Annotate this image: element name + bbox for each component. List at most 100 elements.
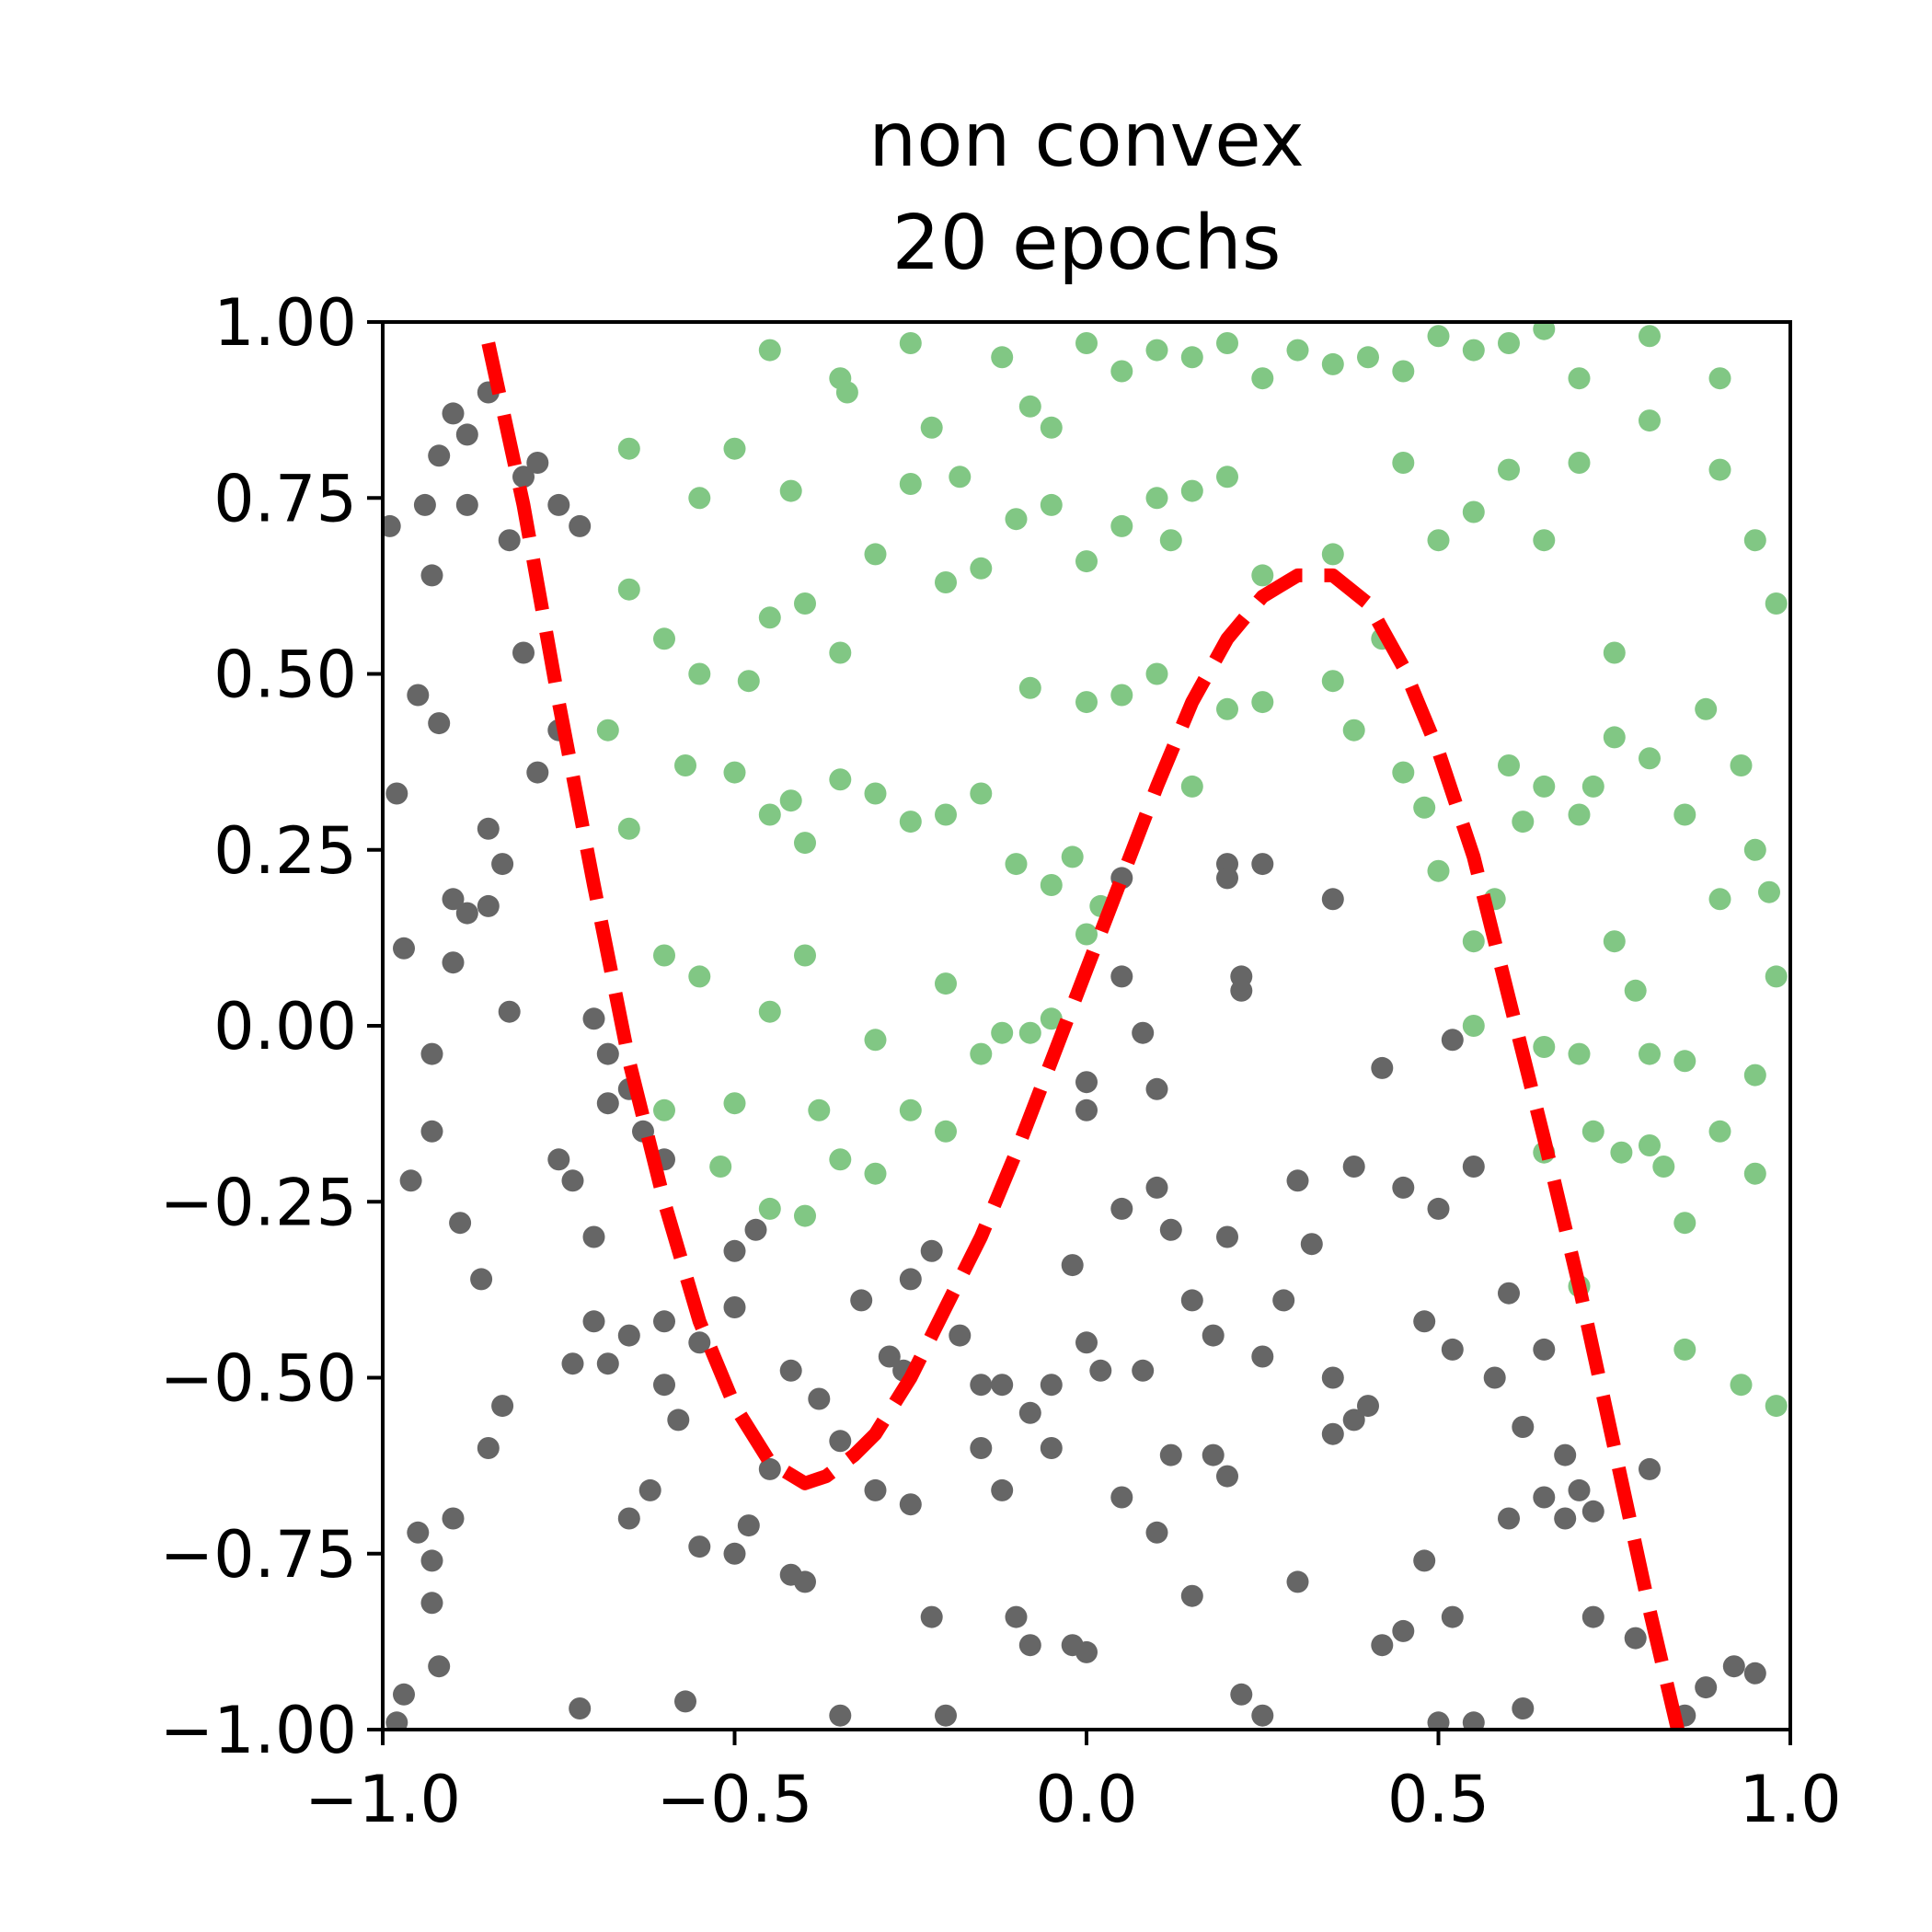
- green-point-34: [899, 473, 922, 495]
- gray-point-48: [582, 1310, 605, 1333]
- gray-point-136: [1498, 1507, 1520, 1530]
- green-point-9: [1075, 332, 1098, 354]
- green-point-68: [864, 782, 887, 805]
- gray-point-3: [407, 684, 430, 707]
- gray-point-142: [1639, 1457, 1661, 1480]
- green-point-138: [1610, 1141, 1633, 1164]
- gray-point-159: [1251, 853, 1274, 876]
- gray-point-105: [758, 1457, 781, 1480]
- chart-title-line-2: 20 epochs: [892, 200, 1282, 287]
- gray-point-109: [899, 1493, 922, 1516]
- green-point-88: [1498, 754, 1520, 776]
- green-point-5: [949, 466, 972, 489]
- gray-point-145: [1722, 1655, 1745, 1678]
- x-axis: −1.0 −0.5 0.0 0.5 1.0: [305, 1730, 1842, 1837]
- gray-point-121: [1159, 1443, 1182, 1466]
- gray-point-4: [420, 564, 443, 587]
- gray-point-85: [1321, 1366, 1344, 1389]
- gray-point-131: [1392, 1619, 1415, 1642]
- green-point-21: [1498, 332, 1520, 354]
- green-point-54: [1603, 641, 1626, 664]
- gray-point-54: [688, 1331, 711, 1354]
- green-point-86: [1427, 859, 1450, 882]
- green-point-87: [1462, 930, 1485, 953]
- gray-point-125: [1230, 1683, 1253, 1706]
- green-point-41: [1145, 487, 1168, 510]
- gray-point-35: [407, 1521, 430, 1544]
- green-point-70: [935, 803, 957, 826]
- green-point-33: [864, 543, 887, 566]
- gray-point-132: [1413, 1549, 1436, 1572]
- green-point-7: [1018, 395, 1041, 418]
- green-point-8: [1040, 416, 1063, 439]
- green-point-147: [1765, 1395, 1788, 1418]
- green-point-28: [723, 437, 746, 460]
- gray-point-65: [920, 1239, 943, 1262]
- green-point-130: [709, 1156, 732, 1178]
- gray-point-6: [442, 402, 465, 425]
- gray-point-101: [638, 1478, 661, 1501]
- green-point-39: [1075, 550, 1098, 573]
- green-point-127: [1743, 1064, 1766, 1087]
- green-point-46: [1321, 543, 1344, 566]
- green-point-140: [1652, 1156, 1675, 1178]
- gray-point-139: [1554, 1507, 1577, 1530]
- green-point-74: [1040, 874, 1063, 896]
- gray-point-29: [420, 1120, 443, 1143]
- green-point-16: [1321, 352, 1344, 375]
- gray-point-114: [1005, 1605, 1028, 1628]
- green-point-108: [794, 944, 816, 967]
- green-point-20: [1462, 339, 1485, 362]
- gray-point-37: [420, 1592, 443, 1615]
- green-point-96: [1695, 697, 1718, 720]
- green-point-17: [1357, 346, 1379, 369]
- gray-point-130: [1371, 1634, 1394, 1657]
- gray-point-14: [413, 493, 436, 516]
- green-point-81: [1251, 691, 1274, 714]
- gray-point-24: [477, 894, 500, 917]
- green-point-131: [758, 1197, 781, 1220]
- gray-point-17: [477, 817, 500, 840]
- gray-point-66: [949, 1324, 972, 1347]
- gray-point-79: [1202, 1324, 1225, 1347]
- green-point-35: [935, 571, 957, 593]
- gray-point-90: [1427, 1197, 1450, 1220]
- green-point-113: [970, 1042, 993, 1065]
- gray-point-19: [512, 641, 535, 664]
- y-tick-label-3: 0.25: [213, 813, 357, 889]
- gray-point-152: [1110, 965, 1133, 988]
- gray-point-59: [808, 1387, 831, 1410]
- gray-point-166: [596, 1042, 619, 1065]
- gray-point-64: [899, 1268, 922, 1291]
- green-point-110: [864, 1029, 887, 1052]
- green-point-112: [935, 972, 957, 995]
- gray-point-122: [1180, 1584, 1203, 1607]
- x-tick-label-4: 1.0: [1739, 1762, 1841, 1837]
- gray-point-165: [582, 1007, 605, 1030]
- gray-point-30: [449, 1212, 472, 1235]
- green-point-109: [808, 1098, 831, 1121]
- green-point-13: [1216, 332, 1238, 354]
- gray-point-127: [1286, 1570, 1309, 1593]
- green-point-125: [1639, 1042, 1661, 1065]
- gray-point-95: [1512, 1416, 1535, 1438]
- gray-point-108: [864, 1478, 887, 1501]
- green-point-119: [1462, 1015, 1485, 1037]
- green-point-123: [1603, 930, 1626, 953]
- gray-point-77: [1159, 1218, 1182, 1241]
- green-point-85: [1413, 796, 1436, 819]
- gray-point-163: [1371, 1056, 1394, 1079]
- gray-point-134: [1441, 1605, 1464, 1628]
- gray-point-118: [1075, 1640, 1098, 1663]
- green-point-50: [1462, 500, 1485, 523]
- gray-point-52: [653, 1374, 675, 1397]
- green-point-6: [991, 346, 1014, 369]
- gray-point-129: [1342, 1409, 1365, 1432]
- green-point-115: [1018, 1021, 1041, 1044]
- gray-point-147: [829, 1704, 852, 1727]
- gray-point-22: [442, 888, 465, 911]
- gray-point-91: [1441, 1338, 1464, 1361]
- green-point-94: [1639, 747, 1661, 770]
- gray-point-148: [674, 1690, 696, 1713]
- gray-point-97: [1554, 1443, 1577, 1466]
